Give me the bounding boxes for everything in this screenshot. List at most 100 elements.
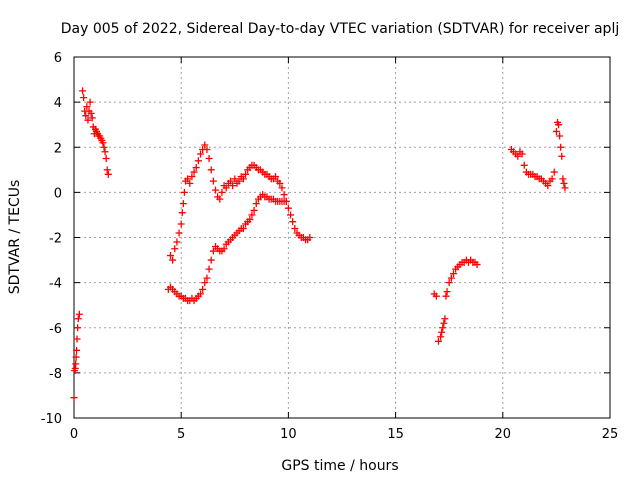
data-point (518, 150, 526, 158)
data-point (280, 191, 288, 199)
data-point (188, 173, 196, 181)
data-point (291, 224, 299, 232)
data-point (205, 265, 213, 273)
data-point (72, 360, 80, 368)
data-point (438, 328, 446, 336)
x-tick-label: 10 (280, 427, 297, 442)
data-point (192, 164, 200, 172)
data-point (276, 179, 284, 187)
data-point (558, 152, 566, 160)
data-point (184, 175, 192, 183)
data-point (205, 155, 213, 163)
data-point (203, 274, 211, 282)
data-point (73, 346, 81, 354)
data-point (443, 288, 451, 296)
data-point (177, 220, 185, 228)
chart-title: Day 005 of 2022, Sidereal Day-to-day VTE… (61, 21, 619, 37)
data-point (169, 256, 177, 264)
y-tick-label: -8 (49, 367, 62, 382)
data-point (445, 279, 453, 287)
data-point (216, 195, 224, 203)
x-tick-label: 15 (387, 427, 404, 442)
data-point (180, 188, 188, 196)
data-point (207, 256, 215, 264)
data-point (556, 132, 564, 140)
data-point (72, 353, 80, 361)
data-point (218, 188, 226, 196)
y-tick-label: -10 (41, 412, 62, 427)
data-point (102, 155, 110, 163)
data-point (199, 285, 207, 293)
data-point (75, 310, 83, 318)
x-tick-label: 5 (177, 427, 185, 442)
data-point (239, 175, 247, 183)
data-point (99, 139, 107, 147)
data-point (449, 270, 457, 278)
data-point (560, 179, 568, 187)
data-point (103, 166, 111, 174)
data-point (250, 206, 258, 214)
data-point (306, 234, 314, 241)
y-tick-label: 6 (54, 51, 62, 66)
data-point (252, 200, 260, 208)
data-point (194, 157, 202, 165)
data-point (87, 109, 95, 117)
data-point (220, 245, 228, 253)
data-point (437, 333, 445, 341)
y-tick-label: -2 (49, 232, 62, 247)
data-point (287, 211, 295, 219)
data-point (246, 215, 254, 223)
data-point (209, 247, 217, 255)
data-point (88, 114, 96, 122)
y-axis-label: SDTVAR / TECUs (7, 180, 23, 295)
data-point (561, 184, 569, 192)
data-point (557, 143, 565, 151)
y-tick-label: 2 (54, 141, 62, 156)
data-point (201, 141, 209, 149)
data-point (86, 98, 94, 106)
data-point (70, 394, 78, 402)
data-point (82, 112, 90, 120)
data-point (84, 116, 92, 124)
data-point (171, 245, 179, 253)
data-point (278, 184, 286, 192)
data-point (520, 161, 528, 169)
data-point (239, 224, 247, 232)
data-point (439, 324, 447, 332)
data-point (447, 274, 455, 282)
data-point (166, 252, 174, 260)
data-point (548, 175, 556, 183)
data-point (100, 143, 108, 151)
data-point (248, 211, 256, 219)
data-point (555, 121, 563, 129)
data-point (229, 182, 237, 190)
data-point (272, 173, 280, 181)
data-point (242, 170, 250, 178)
data-point (203, 146, 211, 154)
data-point (544, 182, 552, 190)
x-tick-label: 0 (70, 427, 78, 442)
data-point (101, 148, 109, 156)
data-point (442, 292, 450, 300)
data-point (227, 177, 235, 185)
data-point (473, 261, 481, 269)
data-point (175, 229, 183, 237)
data-point (282, 197, 290, 205)
data-point (432, 292, 440, 300)
data-point (559, 175, 567, 183)
y-tick-label: 4 (54, 96, 62, 111)
axis-ticks: 0 5 10 15 20 25 -10 -8 -6 -4 -2 0 2 4 6 (41, 51, 619, 442)
data-point (207, 166, 215, 174)
y-tick-label: 0 (54, 186, 62, 201)
x-axis-label: GPS time / hours (281, 458, 398, 474)
x-tick-label: 25 (602, 427, 619, 442)
data-point (552, 127, 560, 135)
data-point (284, 204, 292, 212)
data-point (190, 168, 198, 176)
y-tick-label: -4 (49, 277, 62, 292)
data-point (440, 319, 448, 327)
data-point (514, 152, 522, 160)
data-point (74, 315, 82, 323)
data-point (73, 335, 81, 343)
